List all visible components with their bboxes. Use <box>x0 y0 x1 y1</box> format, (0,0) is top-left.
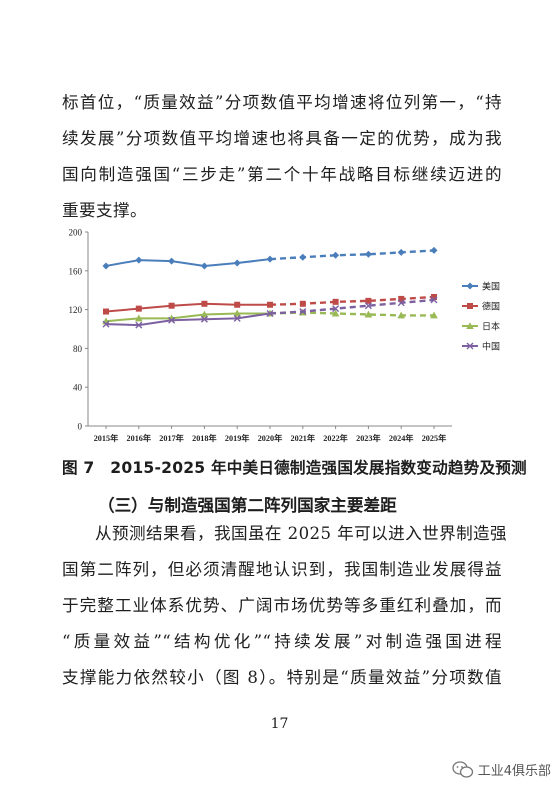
text-line: 国第二阵列，但必须清醒地认识到，我国制造业发展得益 <box>62 560 502 579</box>
x-tick-label: 2016年 <box>127 433 152 443</box>
figure-caption: 图 7 2015-2025 年中美日德制造强国发展指数变动趋势及预测 <box>62 459 527 477</box>
y-tick-label: 120 <box>69 305 83 315</box>
data-point <box>200 310 209 318</box>
page-number: 17 <box>270 716 289 732</box>
x-tick-label: 2025年 <box>422 433 447 443</box>
data-point <box>364 310 373 318</box>
data-point <box>103 308 109 315</box>
x-tick-label: 2022年 <box>323 433 348 443</box>
data-point <box>233 259 241 267</box>
y-tick-label: 160 <box>69 266 83 276</box>
data-point <box>168 302 175 309</box>
y-tick-label: 200 <box>69 228 83 238</box>
series-line-forecast <box>269 295 435 306</box>
watermark-text: 工业4俱乐部 <box>477 764 551 779</box>
data-point <box>299 308 307 316</box>
data-point <box>135 256 143 264</box>
data-point <box>365 297 372 304</box>
data-point <box>430 246 438 254</box>
data-point <box>234 301 241 308</box>
legend-label: 美国 <box>482 281 500 292</box>
section-heading: （三）与制造强国第二阵列国家主要差距 <box>98 496 397 515</box>
text-line: 于完整工业体系优势、广阔市场优势等多重红利叠加，而 <box>62 596 502 615</box>
series-line-actual <box>105 302 270 313</box>
data-point <box>200 262 208 270</box>
text-line: 从预测结果看，我国虽在 2025 年可以进入世界制造强 <box>95 524 508 543</box>
series-line-actual <box>105 312 270 323</box>
legend-marker <box>466 282 474 290</box>
line-chart: 0 40 80 120 160 200 2015年 2016年 2017年 2018年 2019年 2… <box>60 222 501 450</box>
y-tick-label: 0 <box>78 422 83 432</box>
data-point <box>398 295 405 302</box>
data-point <box>431 293 437 300</box>
data-point <box>299 300 306 307</box>
legend-label: 日本 <box>482 321 500 332</box>
data-point <box>364 250 372 258</box>
legend-marker <box>467 303 473 309</box>
chart-svg: 0 40 80 120 160 200 2015年 2016年 2017年 2018年 2019年 2… <box>69 228 501 444</box>
data-point <box>266 255 274 263</box>
data-point <box>135 305 142 312</box>
data-point <box>364 302 372 310</box>
data-point <box>135 321 143 329</box>
text-line: 标首位，“质量效益”分项数值平均增速将位列第一，“持 <box>62 93 502 112</box>
data-point <box>397 248 405 256</box>
x-tick-label: 2020年 <box>258 433 283 443</box>
series-line-forecast <box>269 249 435 261</box>
data-point <box>332 251 340 259</box>
data-point <box>267 301 273 308</box>
x-tick-label: 2024年 <box>389 433 414 443</box>
series-line-actual <box>105 258 271 267</box>
x-tick-label: 2017年 <box>159 433 184 443</box>
legend-label: 中国 <box>482 341 500 352</box>
legend-marker <box>466 322 474 329</box>
data-point <box>200 315 208 323</box>
text-line: 续发展”分项数值平均增速也将具备一定的优势，成为我 <box>62 129 502 148</box>
data-point <box>168 316 176 324</box>
series-line-forecast <box>269 298 435 315</box>
data-point <box>430 296 438 304</box>
series-line-actual <box>105 312 271 327</box>
data-point <box>135 314 143 322</box>
x-tick-label: 2023年 <box>356 433 381 443</box>
y-tick-label: 80 <box>73 344 83 354</box>
data-point <box>299 253 307 261</box>
text-line: “质量效益”“结构优化”“持续发展”对制造强国进程 <box>62 632 502 651</box>
data-point <box>397 299 405 307</box>
data-point <box>168 257 176 265</box>
data-point <box>233 314 241 322</box>
x-tick-label: 2019年 <box>225 433 250 443</box>
data-point <box>397 311 405 319</box>
data-point <box>332 298 339 305</box>
x-tick-label: 2021年 <box>291 433 316 443</box>
y-tick-label: 40 <box>73 383 83 393</box>
series-line-forecast <box>269 311 434 317</box>
x-tick-label: 2015年 <box>94 433 119 443</box>
legend-marker <box>466 342 474 350</box>
legend-label: 德国 <box>482 301 500 312</box>
data-point <box>266 309 274 317</box>
paragraph-1: 标首位，“质量效益”分项数值平均增速将位列第一，“持 续发展”分项数值平均增速也… <box>62 85 502 229</box>
text-line: 支撑能力依然较小（图 8）。特别是“质量效益”分项数值 <box>62 668 502 687</box>
wechat-icon <box>452 760 473 778</box>
data-point <box>102 320 110 328</box>
data-point <box>201 300 208 307</box>
data-point <box>430 311 438 319</box>
data-point <box>233 309 241 317</box>
paragraph-2: 从预测结果看，我国虽在 2025 年可以进入世界制造强 国第二阵列，但必须清醒地… <box>62 516 508 696</box>
data-point <box>331 309 340 317</box>
data-point <box>332 305 340 313</box>
x-tick-label: 2018年 <box>192 433 217 443</box>
text-line: 重要支撑。 <box>62 201 147 220</box>
data-point <box>102 262 110 270</box>
watermark: 工业4俱乐部 <box>452 760 551 779</box>
text-line: 国向制造强国“三步走”第二个十年战略目标继续迈进的 <box>62 165 502 184</box>
